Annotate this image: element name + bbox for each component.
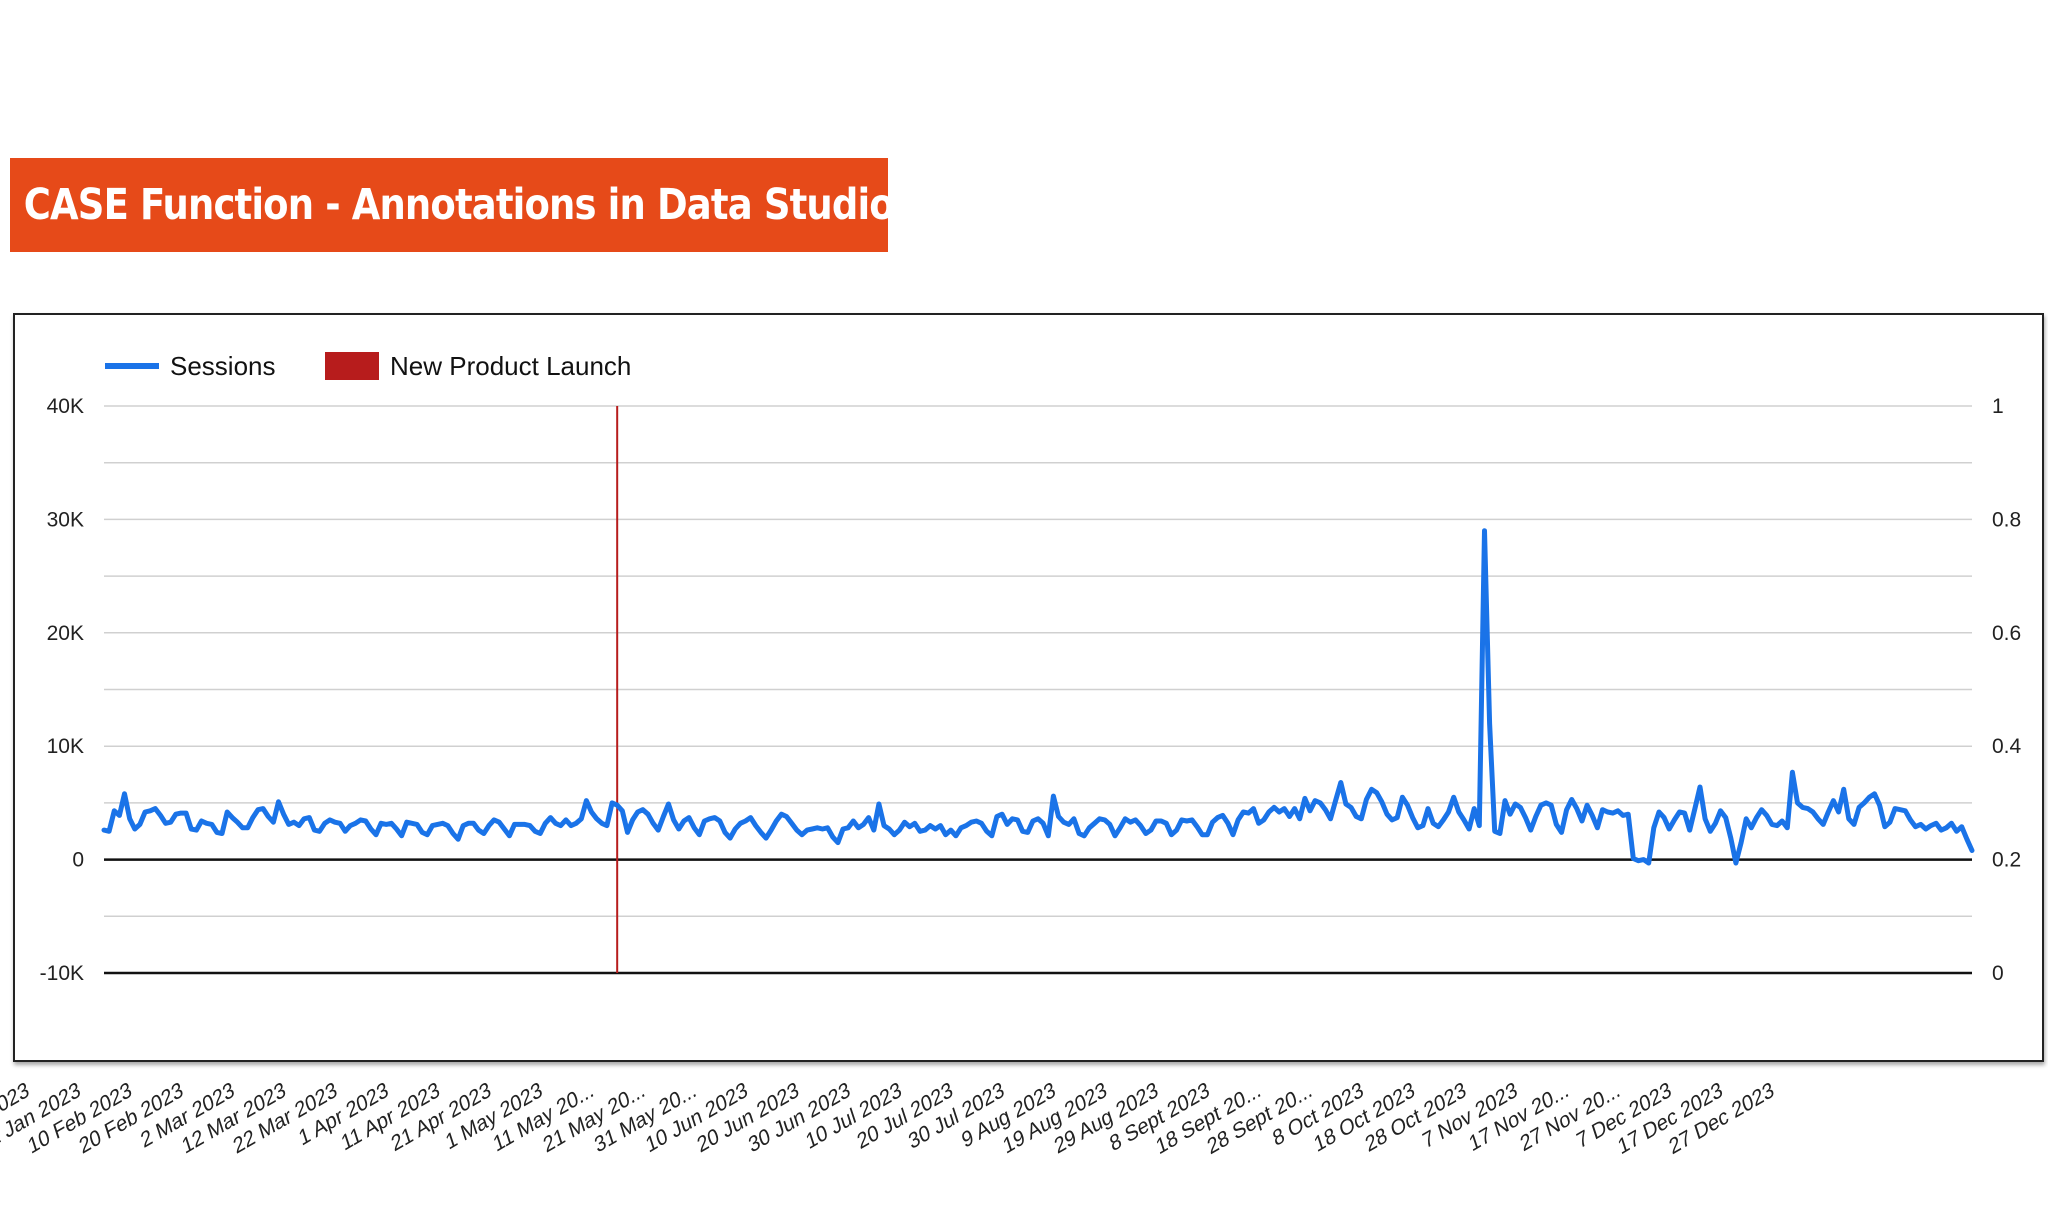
left-tick-label: 10K (47, 735, 84, 758)
legend-launch-swatch (325, 352, 379, 380)
left-tick-label: 20K (47, 622, 84, 645)
right-tick-label: 1 (1992, 395, 2004, 418)
right-tick-label: 0.6 (1992, 622, 2021, 645)
right-tick-label: 0.8 (1992, 508, 2021, 531)
legend: Sessions New Product Launch (105, 351, 631, 381)
left-tick-label: 40K (47, 395, 84, 418)
legend-sessions-label: Sessions (170, 351, 276, 381)
legend-sessions-swatch (105, 363, 159, 369)
right-tick-label: 0.2 (1992, 849, 2021, 872)
left-tick-label: 0 (72, 849, 84, 872)
legend-launch-label: New Product Launch (390, 351, 631, 381)
sessions-line (101, 528, 1975, 866)
right-axis-labels: 1 0.8 0.6 0.4 0.2 0 (1992, 395, 2022, 985)
left-tick-label: 30K (47, 508, 84, 531)
right-tick-label: 0.4 (1992, 735, 2022, 758)
chart-container (13, 313, 2044, 1062)
right-tick-label: 0 (1992, 962, 2004, 985)
page-title: CASE Function - Annotations in Data Stud… (23, 180, 895, 230)
left-tick-label: -10K (40, 962, 84, 985)
left-axis-labels: 40K 30K 20K 10K 0 -10K (40, 395, 84, 985)
gridlines (104, 405, 1972, 975)
title-banner: CASE Function - Annotations in Data Stud… (10, 158, 895, 252)
